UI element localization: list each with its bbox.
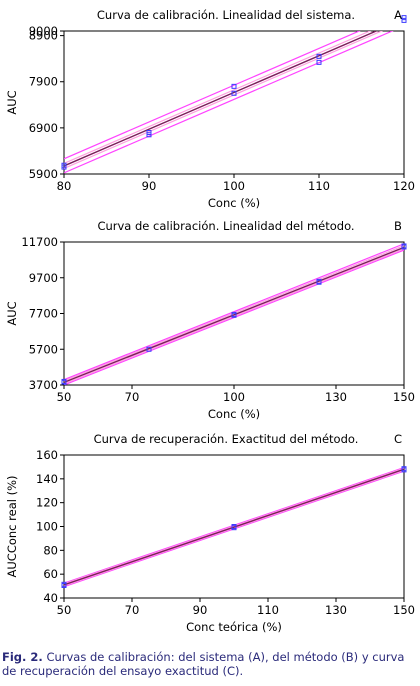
- y-tick-label: 40: [43, 591, 58, 605]
- x-tick-label: 80: [57, 179, 72, 193]
- data-point: [231, 90, 237, 96]
- y-axis-label: AUC: [5, 301, 19, 325]
- band-lower-outer: [64, 31, 394, 174]
- data-point: [316, 278, 322, 284]
- x-tick-label: 50: [57, 603, 72, 617]
- plot-area: [64, 31, 394, 174]
- data-point: [146, 346, 152, 352]
- y-tick-label: 80: [43, 543, 58, 557]
- y-tick-label: 60: [43, 567, 58, 581]
- y-tick-label: 120: [36, 496, 58, 510]
- y-tick-label: 5900: [29, 167, 58, 181]
- figure-caption: Fig. 2. Curvas de calibración: del siste…: [2, 650, 418, 678]
- x-tick-label: 150: [393, 390, 415, 404]
- regression-line: [64, 246, 404, 383]
- caption-text: Curvas de calibración: del sistema (A), …: [2, 650, 405, 678]
- data-point: [231, 311, 237, 317]
- y-tick-label: 11700: [21, 235, 58, 249]
- x-tick-label: 110: [308, 179, 330, 193]
- band-upper-outer: [64, 243, 404, 381]
- x-tick-label: 100: [223, 179, 245, 193]
- data-point: [61, 581, 67, 587]
- y-tick-label: 7700: [29, 307, 58, 321]
- chart-panel-c: 50 70 90 110 130 150 40 60 80 100 120 140 160 Curva d…: [5, 432, 415, 634]
- y-tick-label: 100: [36, 520, 58, 534]
- y-tick-label: 160: [36, 448, 58, 462]
- x-tick-label: 130: [325, 390, 347, 404]
- data-point: [231, 83, 237, 89]
- x-axis-label: Conc (%): [208, 196, 260, 210]
- chart-title: Curva de calibración. Linealidad del sis…: [97, 8, 355, 22]
- data-point: [316, 53, 322, 59]
- x-tick-label: 120: [393, 179, 415, 193]
- chart-title: Curva de recuperación. Exactitud del mét…: [94, 432, 359, 446]
- x-tick-label: 70: [125, 603, 140, 617]
- x-tick-label: 110: [257, 603, 279, 617]
- y-tick-label: 5700: [29, 342, 58, 356]
- x-tick-label: 90: [142, 179, 157, 193]
- y-axis-label: AUCConc real (%): [5, 476, 19, 578]
- data-point: [401, 243, 407, 249]
- y-tick-label: 6900: [29, 121, 58, 135]
- band-upper-outer: [64, 31, 361, 160]
- y-tick-label: 140: [36, 472, 58, 486]
- chart-panel-b: 50 70 100 130 150 3700 5700 7700 9700 11700 Curva …: [5, 219, 415, 421]
- y-tick-label: 8900: [29, 29, 58, 43]
- data-point: [61, 378, 67, 384]
- panel-letter: C: [394, 432, 402, 446]
- x-tick-label: 100: [223, 390, 245, 404]
- x-axis-label: Conc teórica (%): [186, 620, 282, 634]
- data-point: [146, 129, 152, 135]
- plot-frame: [63, 30, 405, 175]
- data-point: [401, 15, 407, 21]
- band-upper-inner: [64, 31, 372, 164]
- data-point: [61, 162, 67, 168]
- x-tick-label: 130: [325, 603, 347, 617]
- y-tick-label: 3700: [29, 378, 58, 392]
- panel-letter: A: [394, 8, 402, 22]
- x-tick-label: 150: [393, 603, 415, 617]
- panel-letter: B: [394, 219, 402, 233]
- x-tick-label: 70: [125, 390, 140, 404]
- y-tick-label: 9700: [29, 271, 58, 285]
- x-tick-label: 90: [193, 603, 208, 617]
- x-tick-label: 50: [57, 390, 72, 404]
- data-point: [401, 17, 407, 23]
- data-point: [401, 466, 407, 472]
- data-point: [316, 59, 322, 65]
- y-axis-label: AUC: [5, 90, 19, 114]
- y-tick-label: 9000: [29, 24, 58, 38]
- chart-title: Curva de calibración. Linealidad del mét…: [97, 219, 354, 233]
- y-tick-label: 7900: [29, 75, 58, 89]
- regression-line: [64, 468, 404, 586]
- x-axis-label: Conc (%): [208, 407, 260, 421]
- data-point: [231, 524, 237, 529]
- regression-line: [64, 31, 379, 167]
- caption-label: Fig. 2.: [2, 650, 43, 664]
